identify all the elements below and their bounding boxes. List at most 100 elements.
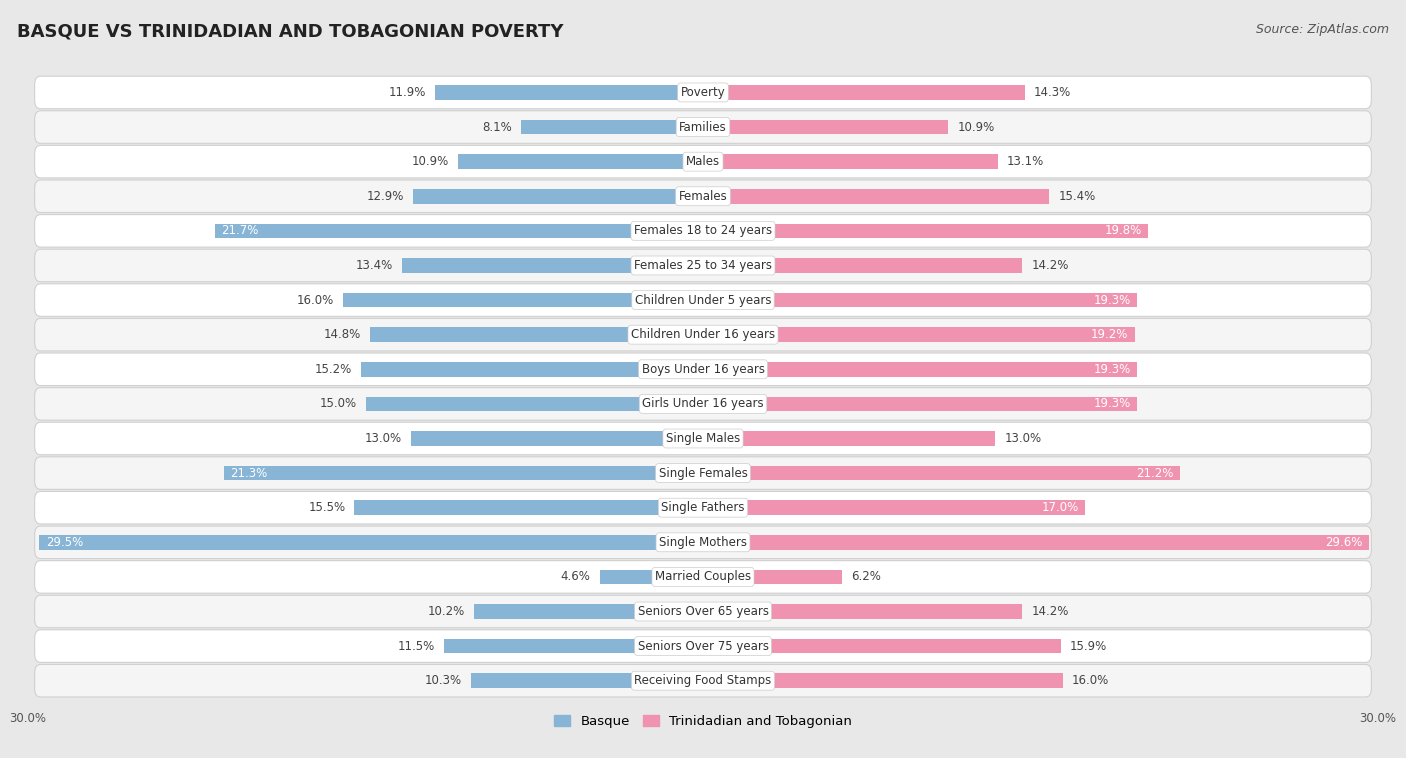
Bar (411, 431, 703, 446)
Text: Married Couples: Married Couples (655, 571, 751, 584)
Text: Single Mothers: Single Mothers (659, 536, 747, 549)
Bar (402, 258, 703, 273)
Bar (599, 570, 703, 584)
Text: 15.5%: 15.5% (308, 501, 346, 514)
Bar (471, 673, 703, 688)
FancyBboxPatch shape (35, 561, 1371, 594)
FancyBboxPatch shape (35, 630, 1371, 662)
Bar (703, 120, 948, 134)
FancyBboxPatch shape (35, 111, 1371, 143)
Text: 29.6%: 29.6% (1324, 536, 1362, 549)
Text: 11.9%: 11.9% (389, 86, 426, 99)
Bar (370, 327, 703, 342)
Bar (343, 293, 703, 307)
Text: 19.2%: 19.2% (1091, 328, 1128, 341)
FancyBboxPatch shape (35, 180, 1371, 212)
Text: 29.5%: 29.5% (46, 536, 83, 549)
Text: 17.0%: 17.0% (1042, 501, 1078, 514)
Bar (703, 293, 1137, 307)
FancyBboxPatch shape (35, 526, 1371, 559)
Bar (366, 396, 703, 411)
Text: Seniors Over 75 years: Seniors Over 75 years (637, 640, 769, 653)
Text: 13.4%: 13.4% (356, 259, 392, 272)
Text: 14.2%: 14.2% (1032, 605, 1069, 618)
Text: 21.7%: 21.7% (222, 224, 259, 237)
Bar (703, 258, 1022, 273)
FancyBboxPatch shape (35, 283, 1371, 316)
Text: 4.6%: 4.6% (561, 571, 591, 584)
Text: Females 25 to 34 years: Females 25 to 34 years (634, 259, 772, 272)
Bar (361, 362, 703, 377)
Text: 10.2%: 10.2% (427, 605, 464, 618)
Text: Single Females: Single Females (658, 467, 748, 480)
FancyBboxPatch shape (35, 491, 1371, 524)
Text: Single Males: Single Males (666, 432, 740, 445)
Text: 15.4%: 15.4% (1059, 190, 1095, 202)
Text: Families: Families (679, 121, 727, 133)
Legend: Basque, Trinidadian and Tobagonian: Basque, Trinidadian and Tobagonian (548, 709, 858, 733)
Text: 11.5%: 11.5% (398, 640, 436, 653)
Bar (703, 85, 1025, 100)
Bar (703, 155, 998, 169)
Text: 14.3%: 14.3% (1033, 86, 1071, 99)
Text: 13.0%: 13.0% (1004, 432, 1042, 445)
FancyBboxPatch shape (35, 318, 1371, 351)
Text: Seniors Over 65 years: Seniors Over 65 years (637, 605, 769, 618)
Text: 8.1%: 8.1% (482, 121, 512, 133)
Text: 14.2%: 14.2% (1032, 259, 1069, 272)
FancyBboxPatch shape (35, 387, 1371, 420)
Bar (444, 639, 703, 653)
Bar (354, 500, 703, 515)
Text: Source: ZipAtlas.com: Source: ZipAtlas.com (1256, 23, 1389, 36)
FancyBboxPatch shape (35, 76, 1371, 108)
Text: 19.8%: 19.8% (1105, 224, 1142, 237)
Bar (703, 327, 1135, 342)
Bar (224, 466, 703, 481)
Bar (520, 120, 703, 134)
Text: 12.9%: 12.9% (367, 190, 404, 202)
Text: 10.9%: 10.9% (957, 121, 994, 133)
Bar (703, 639, 1060, 653)
Bar (703, 570, 842, 584)
Text: 19.3%: 19.3% (1094, 293, 1130, 306)
Bar (215, 224, 703, 238)
FancyBboxPatch shape (35, 422, 1371, 455)
Text: 19.3%: 19.3% (1094, 363, 1130, 376)
FancyBboxPatch shape (35, 249, 1371, 282)
FancyBboxPatch shape (35, 457, 1371, 490)
FancyBboxPatch shape (35, 146, 1371, 178)
Bar (703, 673, 1063, 688)
Text: 14.8%: 14.8% (323, 328, 361, 341)
Text: 16.0%: 16.0% (1071, 674, 1109, 688)
Bar (39, 535, 703, 550)
Bar (703, 431, 995, 446)
Bar (703, 396, 1137, 411)
Bar (703, 535, 1369, 550)
Bar (436, 85, 703, 100)
Text: 13.1%: 13.1% (1007, 155, 1043, 168)
Text: Males: Males (686, 155, 720, 168)
Text: Poverty: Poverty (681, 86, 725, 99)
Text: 6.2%: 6.2% (852, 571, 882, 584)
Text: 16.0%: 16.0% (297, 293, 335, 306)
Text: 15.9%: 15.9% (1070, 640, 1107, 653)
Bar (703, 189, 1049, 203)
Bar (703, 224, 1149, 238)
Text: Boys Under 16 years: Boys Under 16 years (641, 363, 765, 376)
Bar (703, 500, 1085, 515)
Text: Girls Under 16 years: Girls Under 16 years (643, 397, 763, 410)
Text: BASQUE VS TRINIDADIAN AND TOBAGONIAN POVERTY: BASQUE VS TRINIDADIAN AND TOBAGONIAN POV… (17, 23, 564, 41)
Text: Females: Females (679, 190, 727, 202)
Bar (474, 604, 703, 619)
Text: 15.0%: 15.0% (319, 397, 357, 410)
Text: 21.3%: 21.3% (231, 467, 267, 480)
Text: 21.2%: 21.2% (1136, 467, 1173, 480)
Text: 13.0%: 13.0% (364, 432, 402, 445)
Text: Receiving Food Stamps: Receiving Food Stamps (634, 674, 772, 688)
Text: Single Fathers: Single Fathers (661, 501, 745, 514)
Text: 10.9%: 10.9% (412, 155, 449, 168)
FancyBboxPatch shape (35, 353, 1371, 386)
FancyBboxPatch shape (35, 595, 1371, 628)
Text: Females 18 to 24 years: Females 18 to 24 years (634, 224, 772, 237)
Text: 10.3%: 10.3% (425, 674, 463, 688)
